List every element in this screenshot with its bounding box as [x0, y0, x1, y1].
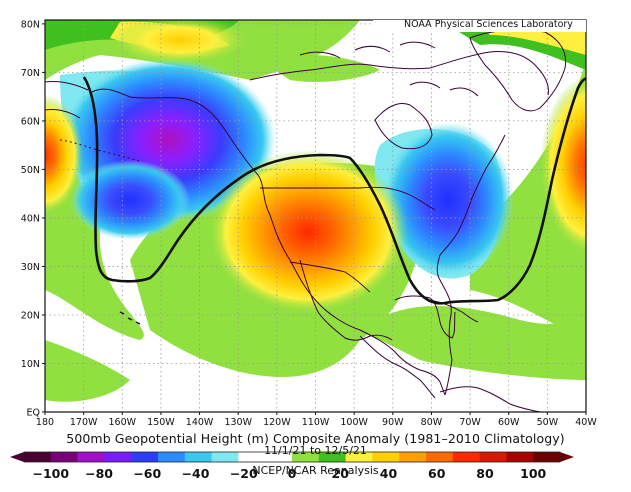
colorbar-swatch	[479, 452, 507, 462]
colorbar-tick-label: 20	[332, 466, 350, 481]
colorbar-swatch	[426, 452, 454, 462]
colorbar-swatch	[265, 452, 293, 462]
longitude-label: 70W	[459, 417, 481, 428]
colorbar-frame	[23, 451, 561, 463]
colorbar-swatch	[292, 452, 320, 462]
colorbar-tick-label: −20	[230, 466, 258, 481]
longitude-label: 90W	[382, 417, 404, 428]
longitude-label: 110W	[302, 417, 330, 428]
colorbar-swatch	[452, 452, 481, 462]
colorbar-tick-label: −60	[133, 466, 161, 481]
colorbar-tick-label: 60	[428, 466, 446, 481]
colorbar-swatch	[158, 452, 186, 462]
colorbar-swatch	[345, 452, 373, 462]
latitude-label: 60N	[21, 116, 40, 127]
colorbar-swatch	[211, 452, 239, 462]
coastline-mexico	[299, 259, 393, 341]
colorbar-tick-label: 0	[288, 466, 297, 481]
anomaly-contour-line	[82, 76, 586, 305]
longitude-label: 40W	[575, 417, 597, 428]
lat-lon-grid	[45, 20, 586, 412]
colorbar-tick-label: 80	[476, 466, 494, 481]
coastline-islands	[299, 41, 479, 97]
latitude-label: 50N	[21, 165, 40, 176]
colorbar-swatch	[24, 452, 52, 462]
latitude-label: 10N	[21, 359, 40, 370]
latitude-label: 70N	[21, 68, 40, 79]
longitude-label: 160W	[109, 417, 137, 428]
longitude-label: 80W	[421, 417, 443, 428]
coastline-aleutians	[59, 139, 143, 163]
longitude-label: 150W	[147, 417, 175, 428]
coastline-south-america	[439, 386, 541, 412]
longitude-label: 120W	[263, 417, 291, 428]
colorbar-swatch	[399, 452, 427, 462]
colorbar-tick-label: −40	[182, 466, 210, 481]
credit-box	[373, 20, 586, 32]
latitude-label: 20N	[21, 310, 40, 321]
longitude-labels: 180 170W 160W 150W 140W 130W 120W 110W 100W 90W 80…	[36, 412, 597, 428]
longitude-label: 100W	[340, 417, 368, 428]
latitude-label: 40N	[21, 213, 40, 224]
date-range: 11/1/21 to 12/5/21	[264, 444, 367, 457]
colorbar-swatch	[50, 452, 79, 462]
colorbar-swatch	[184, 452, 213, 462]
coastline-hawaii	[119, 311, 141, 325]
coastline-central-america	[359, 335, 436, 399]
coastline-siberia	[45, 81, 89, 119]
figure-title: 500mb Geopotential Height (m) Composite …	[66, 431, 565, 446]
colorbar-swatch	[77, 452, 105, 462]
colorbar-swatch	[533, 452, 561, 462]
longitude-label: 140W	[186, 417, 214, 428]
border-us-mexico	[289, 261, 371, 293]
credit-label: NOAA Physical Sciences Laboratory	[404, 19, 573, 30]
coastline-arctic	[249, 51, 549, 96]
colorbar-tick-label: −100	[33, 466, 70, 481]
longitude-label: 180	[36, 417, 54, 428]
colorbar-min-arrow	[10, 452, 24, 462]
latitude-label: EQ	[27, 408, 40, 419]
colorbar-swatch	[238, 452, 266, 462]
longitude-label: 170W	[70, 417, 98, 428]
colorbar-max-arrow	[560, 452, 574, 462]
coastline-north-america	[91, 88, 446, 396]
anomaly-shading	[45, 20, 586, 412]
colorbar-tick-label: 40	[380, 466, 398, 481]
colorbar-swatch	[131, 452, 159, 462]
coastline-us-east	[436, 134, 506, 396]
colorbar-tick-labels: −100 −80 −60 −40 −20 0 20 40 60 80 100	[33, 466, 547, 481]
coastline-florida-gulf	[394, 295, 456, 339]
longitude-label: 60W	[498, 417, 520, 428]
colorbar-swatch	[104, 452, 132, 462]
colorbar-swatch	[318, 452, 347, 462]
longitude-label: 50W	[537, 417, 559, 428]
latitude-label: 80N	[21, 19, 40, 30]
longitude-label: 130W	[224, 417, 252, 428]
colorbar-tick-label: −80	[85, 466, 113, 481]
colorbar-swatch	[372, 452, 400, 462]
latitude-labels: 80N 70N 60N 50N 40N 30N 20N 10N EQ	[21, 19, 45, 419]
colorbar-swatch	[506, 452, 534, 462]
latitude-label: 30N	[21, 262, 40, 273]
data-source: NCEP/NCAR Reanalysis	[252, 464, 379, 477]
colorbar	[10, 451, 574, 463]
coastline-hudson-bay	[374, 103, 433, 150]
colorbar-tick-label: 100	[520, 466, 546, 481]
